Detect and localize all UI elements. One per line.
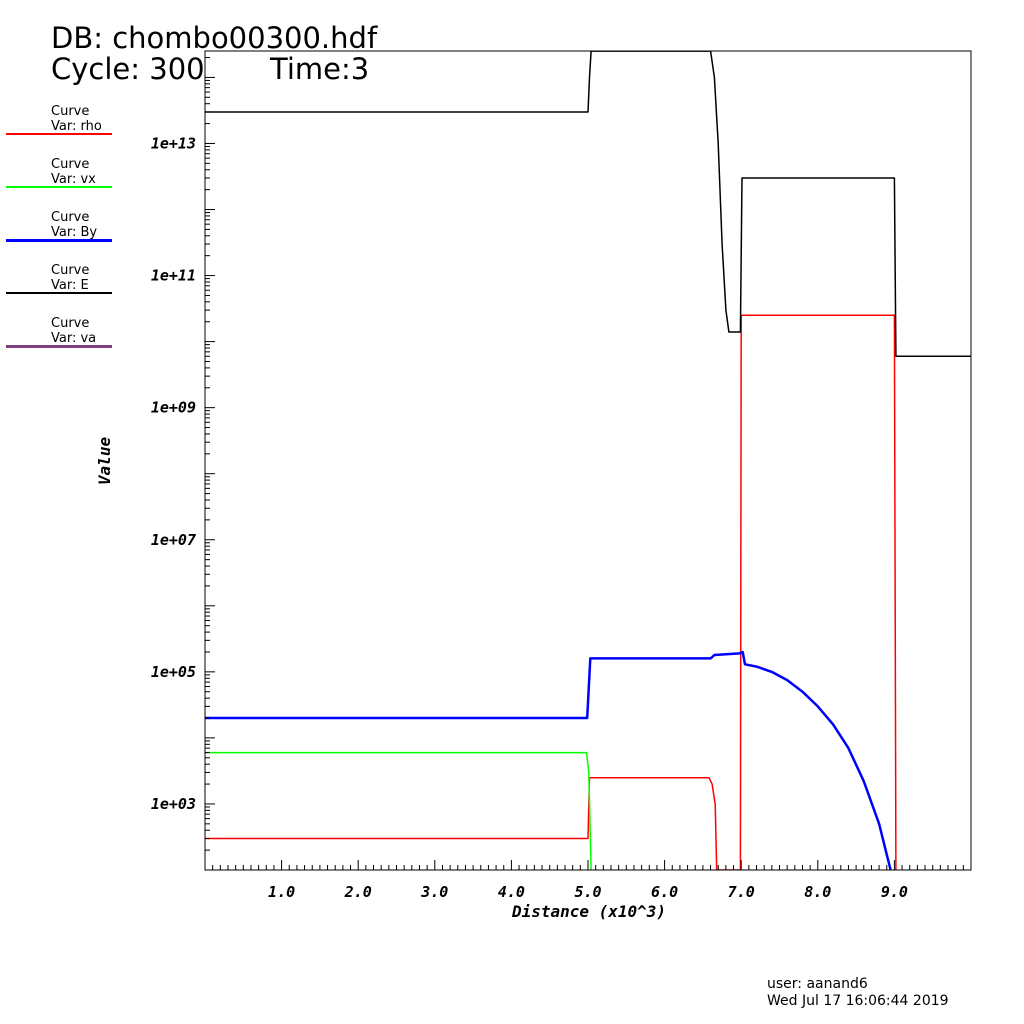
x-axis-ticks: 1.0 2.0 3.0 4.0 5.0 6.0 7.0 8.0 9.0 bbox=[212, 860, 964, 901]
footer-date: Wed Jul 17 16:06:44 2019 bbox=[767, 993, 949, 1009]
legend-curve-label: Curve bbox=[51, 157, 90, 172]
legend-curve-label: Curve bbox=[51, 104, 90, 119]
legend-swatch bbox=[6, 239, 112, 242]
curve-layer bbox=[205, 51, 971, 870]
legend-var-label: Var: E bbox=[51, 278, 89, 293]
legend-item-va: Curve Var: va bbox=[0, 317, 115, 361]
time-label: Time:3 bbox=[270, 52, 370, 86]
legend-swatch bbox=[6, 133, 112, 135]
legend-var-label: Var: vx bbox=[51, 172, 96, 187]
y-axis-title: Value bbox=[95, 437, 114, 486]
legend-curve-label: Curve bbox=[51, 210, 90, 225]
x-tick-label: 4.0 bbox=[498, 883, 525, 901]
x-tick-label: 7.0 bbox=[728, 883, 755, 901]
y-tick-label: 1e+11 bbox=[151, 267, 196, 285]
y-tick-label: 1e+03 bbox=[151, 795, 196, 813]
x-tick-label: 5.0 bbox=[574, 883, 601, 901]
x-tick-label: 1.0 bbox=[268, 883, 295, 901]
y-tick-label: 1e+05 bbox=[151, 663, 196, 681]
legend-item-vx: Curve Var: vx bbox=[0, 158, 115, 202]
legend-swatch bbox=[6, 345, 112, 348]
legend-var-label: Var: va bbox=[51, 331, 97, 346]
legend-swatch bbox=[6, 292, 112, 294]
legend-curve-label: Curve bbox=[51, 263, 90, 278]
legend-item-by: Curve Var: By bbox=[0, 211, 115, 255]
x-axis-title: Distance (x10^3) bbox=[511, 902, 666, 921]
cycle-label: Cycle: 300 bbox=[51, 52, 205, 86]
series-by-line bbox=[205, 650, 892, 870]
legend-item-rho: Curve Var: rho bbox=[0, 105, 115, 149]
legend-var-label: Var: rho bbox=[51, 119, 102, 134]
legend-swatch bbox=[6, 186, 112, 188]
x-tick-label: 3.0 bbox=[420, 883, 448, 901]
x-tick-label: 6.0 bbox=[651, 883, 678, 901]
series-vx-line bbox=[205, 751, 592, 870]
database-title: DB: chombo00300.hdf bbox=[51, 21, 378, 55]
x-tick-label: 9.0 bbox=[881, 883, 908, 901]
x-tick-label: 2.0 bbox=[344, 883, 372, 901]
y-tick-label: 1e+13 bbox=[151, 134, 196, 152]
legend-var-label: Var: By bbox=[51, 225, 98, 240]
series-e-line bbox=[205, 51, 971, 358]
legend-item-e: Curve Var: E bbox=[0, 264, 115, 308]
y-tick-label: 1e+09 bbox=[151, 399, 196, 417]
series-rho-line bbox=[205, 314, 897, 870]
legend-curve-label: Curve bbox=[51, 316, 90, 331]
plot-frame bbox=[204, 50, 972, 871]
x-tick-label: 8.0 bbox=[804, 883, 831, 901]
y-axis-ticks: 1e+03 1e+05 1e+07 1e+09 1e+11 1e+13 bbox=[151, 57, 215, 871]
y-tick-label: 1e+07 bbox=[151, 531, 196, 549]
footer-user: user: aanand6 bbox=[767, 976, 868, 992]
